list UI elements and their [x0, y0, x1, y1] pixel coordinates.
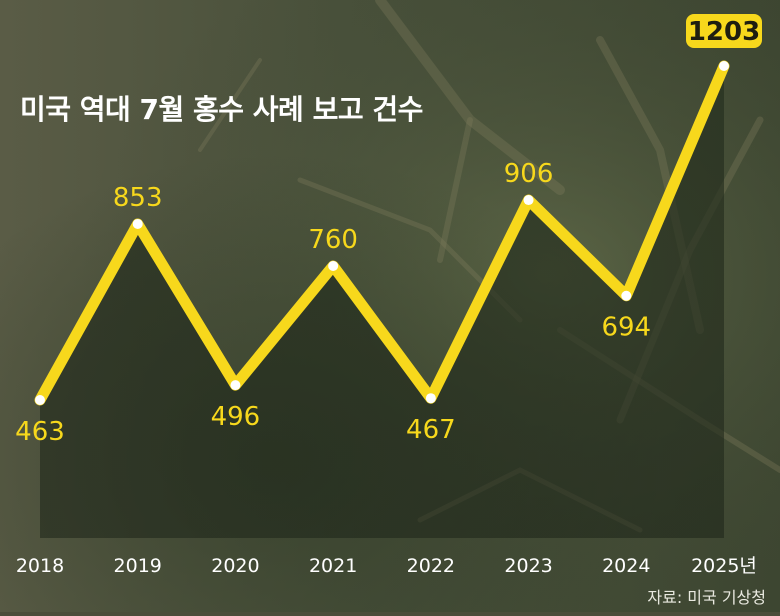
chart-title: 미국 역대 7월 홍수 사례 보고 건수 — [20, 93, 423, 126]
x-tick-label: 2022 — [407, 555, 455, 577]
data-label: 496 — [211, 402, 261, 432]
highlight-badge — [686, 14, 762, 48]
x-tick-label: 2019 — [114, 555, 162, 577]
data-point — [719, 61, 729, 71]
series-line — [34, 60, 730, 406]
data-point — [132, 218, 143, 229]
data-label: 463 — [15, 417, 65, 447]
x-tick-label: 2020 — [211, 555, 259, 577]
source-note: 자료: 미국 기상청 — [647, 588, 766, 607]
x-tick-label: 2024 — [602, 555, 650, 577]
data-label: 906 — [504, 159, 554, 189]
area-fill — [40, 66, 724, 538]
data-point — [621, 290, 632, 301]
data-label: 1203 — [688, 17, 760, 47]
data-label: 853 — [113, 183, 163, 213]
x-tick-label: 2018 — [16, 555, 64, 577]
data-label: 467 — [406, 415, 456, 445]
data-point — [523, 195, 534, 206]
x-tick-label: 2023 — [504, 555, 552, 577]
data-label: 760 — [308, 225, 358, 255]
data-point — [425, 393, 436, 404]
data-point — [35, 395, 45, 405]
data-point — [328, 260, 339, 271]
x-tick-label: 2021 — [309, 555, 357, 577]
data-label: 694 — [601, 313, 651, 343]
data-point — [230, 380, 241, 391]
x-tick-label: 2025년 — [691, 555, 757, 577]
